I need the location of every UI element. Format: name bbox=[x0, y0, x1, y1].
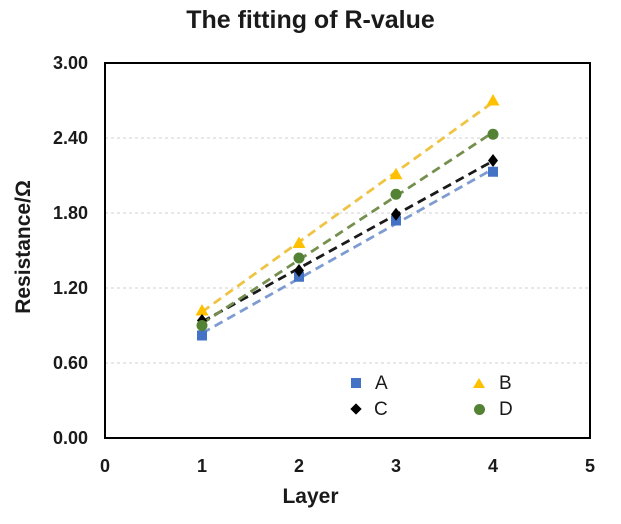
y-tick-label: 2.40 bbox=[53, 128, 88, 148]
legend-item-a: A bbox=[347, 372, 470, 394]
x-tick-label: 5 bbox=[585, 456, 595, 476]
data-point-A bbox=[197, 330, 207, 341]
series-b-triangle-marker-icon bbox=[473, 378, 485, 388]
legend-item-d: D bbox=[470, 398, 593, 420]
trendline-D bbox=[201, 131, 494, 325]
legend-item-b: B bbox=[470, 372, 593, 394]
legend-label-a: A bbox=[375, 372, 388, 394]
x-tick-label: 0 bbox=[100, 456, 110, 476]
series-d-circle-marker-icon bbox=[474, 403, 485, 415]
x-tick-label: 3 bbox=[391, 456, 401, 476]
data-point-A bbox=[488, 166, 498, 177]
y-tick-label: 1.20 bbox=[53, 278, 88, 298]
x-axis-label: Layer bbox=[282, 485, 339, 508]
plot-frame bbox=[104, 62, 591, 439]
y-tick-label: 0.00 bbox=[53, 428, 88, 448]
y-axis-label: Resistance/Ω bbox=[12, 180, 35, 314]
series-a-square-marker-icon bbox=[351, 378, 361, 388]
data-point-C bbox=[488, 154, 498, 167]
trendline-B bbox=[201, 101, 494, 314]
trendline-A bbox=[201, 167, 494, 335]
data-point-D bbox=[196, 320, 208, 331]
data-point-B bbox=[195, 304, 209, 316]
data-point-B bbox=[292, 236, 306, 248]
data-point-D bbox=[293, 252, 305, 264]
data-point-B bbox=[486, 94, 500, 106]
data-point-D bbox=[390, 188, 402, 200]
data-point-C bbox=[294, 264, 304, 277]
legend: A B C D bbox=[347, 372, 593, 420]
y-tick-label: 3.00 bbox=[53, 53, 88, 73]
legend-item-c: C bbox=[347, 398, 470, 420]
data-point-D bbox=[487, 128, 499, 140]
x-tick-label: 4 bbox=[488, 456, 498, 476]
y-tick-label: 0.60 bbox=[53, 353, 88, 373]
y-tick-label: 1.80 bbox=[53, 203, 88, 223]
trendline-C bbox=[201, 159, 494, 324]
legend-label-d: D bbox=[499, 398, 513, 420]
data-point-C bbox=[391, 207, 401, 221]
x-tick-label: 1 bbox=[197, 456, 207, 476]
series-c-diamond-marker-icon bbox=[350, 403, 362, 415]
data-point-B bbox=[389, 167, 403, 180]
legend-label-b: B bbox=[499, 372, 512, 394]
x-tick-label: 2 bbox=[294, 456, 304, 476]
chart-title: The fitting of R-value bbox=[186, 6, 435, 34]
legend-label-c: C bbox=[374, 398, 388, 420]
